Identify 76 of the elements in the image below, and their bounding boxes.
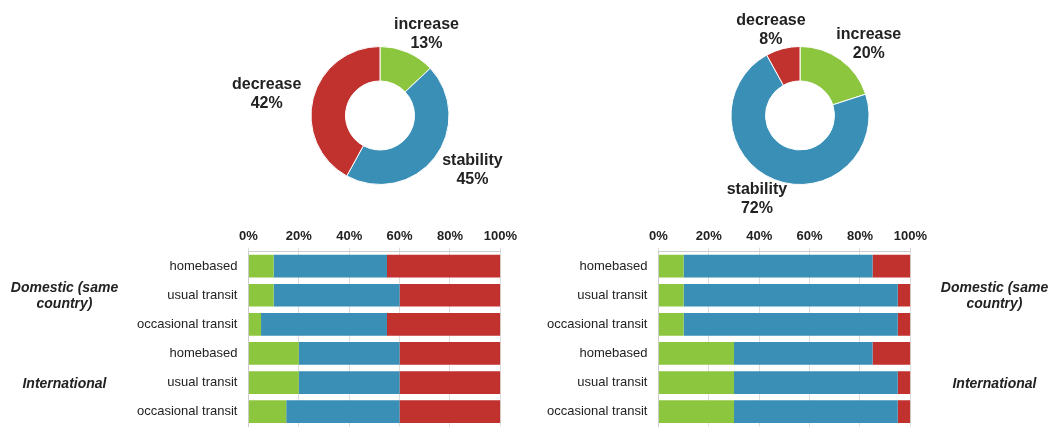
bar [399, 371, 501, 394]
x-tick-label: 100% [483, 228, 518, 244]
bar [734, 342, 873, 365]
bar [248, 342, 299, 365]
slice-label: increase [836, 24, 902, 42]
bar [387, 254, 501, 278]
bar [734, 400, 898, 423]
y-tick-label: usual transit [167, 374, 238, 390]
slice-label: stability [726, 179, 788, 197]
y-tick-label: occasional transit [546, 315, 648, 331]
bar [658, 371, 735, 394]
bar [658, 400, 735, 423]
y-tick-label: homebased [579, 257, 648, 273]
bar [683, 254, 873, 278]
bar [248, 254, 274, 278]
bar [658, 283, 684, 307]
y-tick-label: occasional transit [546, 403, 648, 419]
data-label: 45% [456, 170, 489, 188]
data-label: 72% [740, 198, 773, 216]
data-label: 20% [852, 43, 885, 61]
data-label: 13% [410, 34, 443, 52]
slice-label: increase [394, 15, 460, 33]
bar [897, 371, 911, 394]
x-tick-label: 0% [649, 228, 669, 244]
bar [734, 371, 898, 394]
x-tick-label: 40% [336, 228, 363, 244]
bar [248, 313, 262, 336]
slice-label: decrease [736, 10, 806, 28]
x-tick-label: 0% [239, 228, 259, 244]
bar [683, 283, 898, 307]
x-tick-label: 40% [746, 228, 773, 244]
bar [286, 400, 400, 423]
bar [399, 400, 501, 423]
bar [261, 313, 387, 336]
bar [298, 342, 400, 365]
y-tick-label: usual transit [167, 286, 238, 302]
y-tick-label: homebased [169, 345, 238, 361]
x-tick-label: 20% [285, 228, 313, 244]
x-tick-label: 60% [796, 228, 824, 244]
y-tick-label: homebased [579, 345, 648, 361]
bar [248, 400, 287, 423]
slice-label: decrease [231, 74, 302, 92]
y-tick-label: usual transit [577, 374, 648, 390]
x-tick-label: 100% [893, 228, 928, 244]
text: Domestic (same country) [9, 279, 120, 312]
bar [248, 371, 299, 394]
bar [658, 254, 684, 278]
x-tick-label: 60% [386, 228, 414, 244]
bar [273, 283, 400, 307]
text: International [951, 374, 1038, 391]
bar [273, 254, 387, 278]
bar [658, 313, 684, 336]
text: International [21, 374, 108, 391]
slice-label: stability [442, 151, 503, 169]
x-tick-label: 80% [436, 228, 464, 244]
text: Domestic (same country) [939, 279, 1050, 312]
bar [248, 283, 274, 307]
x-tick-label: 80% [846, 228, 874, 244]
bar [872, 342, 911, 365]
bar [399, 342, 501, 365]
data-label: 8% [759, 29, 783, 47]
bar [897, 283, 911, 307]
y-tick-label: occasional transit [136, 315, 238, 331]
bar [387, 313, 501, 336]
bar [658, 342, 735, 365]
y-tick-label: usual transit [577, 286, 648, 302]
data-label: 42% [250, 93, 283, 111]
x-tick-label: 20% [695, 228, 723, 244]
bar [897, 400, 911, 423]
bar [897, 313, 911, 336]
bar [298, 371, 400, 394]
y-tick-label: homebased [169, 257, 238, 273]
bar [683, 313, 898, 336]
bar [872, 254, 911, 278]
bar [399, 283, 501, 307]
y-tick-label: occasional transit [136, 403, 238, 419]
